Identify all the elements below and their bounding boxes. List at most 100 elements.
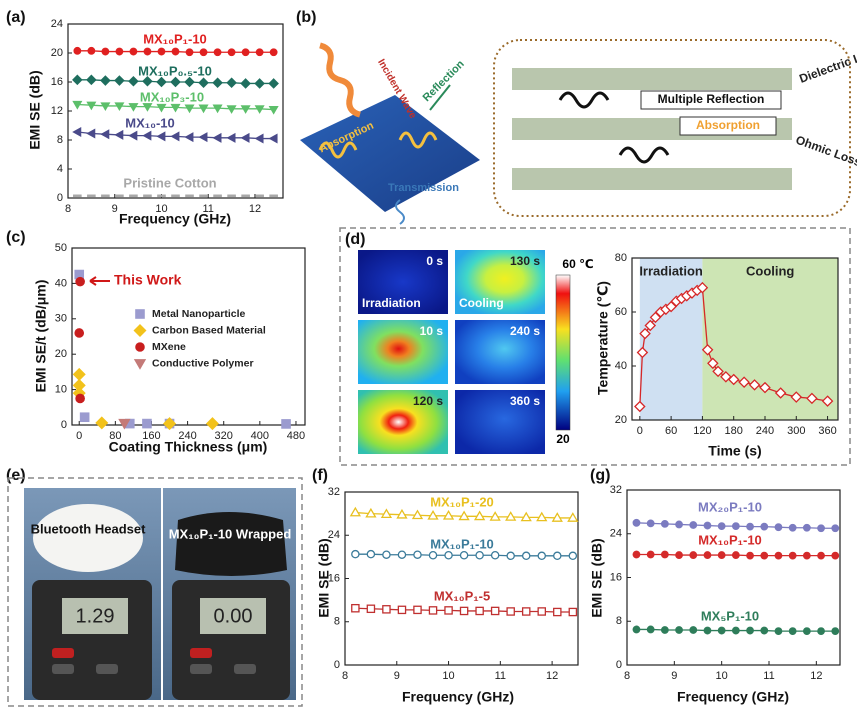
marker: [241, 48, 250, 57]
thermal-images: 0 s 130 s 10 s 240 s 120 s 360 s Irradia…: [358, 250, 594, 454]
frame-time: 130 s: [510, 254, 540, 268]
label: MX₁₀P₁-10 Wrapped: [169, 526, 292, 541]
series-label: MX₁₀P₁-10: [143, 31, 207, 46]
reflection-arrow: [429, 84, 451, 111]
x-tick-label: 180: [725, 425, 743, 437]
marker: [100, 102, 111, 112]
marker: [774, 387, 787, 399]
marker: [268, 78, 279, 89]
x-tick-label: 9: [112, 203, 118, 215]
marker: [255, 48, 264, 57]
marker: [489, 511, 501, 521]
legend-label: Metal Nanoparticle: [152, 308, 246, 320]
marker: [227, 48, 236, 57]
marker: [75, 276, 85, 287]
x-tick-label: 9: [394, 670, 400, 682]
marker: [100, 129, 110, 140]
x-tick-label: 8: [65, 203, 71, 215]
marker: [157, 47, 166, 56]
series-label: MX₁₀P₁-5: [434, 588, 490, 603]
marker: [644, 319, 657, 332]
marker: [86, 101, 97, 111]
series-label: MX₅P₁-10: [701, 608, 759, 623]
marker: [86, 74, 97, 86]
marker: [198, 77, 209, 89]
x-tick-label: 320: [215, 430, 233, 442]
marker: [802, 523, 811, 532]
series-label: MX₁₀P₀.₅-10: [138, 63, 212, 78]
marker: [774, 523, 783, 532]
marker: [213, 194, 222, 198]
y-axis-label: EMI SE/t (dB/μm): [33, 280, 49, 393]
thermal-frame: [358, 390, 448, 454]
marker: [212, 104, 223, 114]
marker: [788, 523, 797, 532]
marker: [551, 512, 563, 522]
marker: [660, 550, 669, 559]
y-tick-label: 4: [57, 163, 63, 175]
x-tick-label: 12: [249, 203, 261, 215]
marker: [73, 46, 82, 55]
marker: [199, 194, 208, 198]
y-tick-label: 50: [55, 242, 67, 254]
marker: [442, 509, 455, 520]
panel-label: (g): [590, 467, 610, 484]
marker: [413, 550, 422, 559]
marker: [255, 194, 264, 198]
marker: [717, 522, 726, 530]
marker: [748, 379, 761, 391]
photo-e: Bluetooth Headset MX₁₀P₁-10 Wrapped 1.29…: [24, 488, 296, 700]
marker: [95, 416, 109, 430]
marker: [703, 626, 712, 635]
marker: [646, 550, 655, 559]
x-tick-label: 240: [178, 430, 196, 442]
wave: [618, 146, 670, 164]
x-tick-label: 10: [442, 670, 454, 682]
marker: [128, 130, 138, 141]
marker: [520, 511, 532, 522]
panel-label: (a): [6, 9, 26, 26]
panel-label: (e): [6, 467, 26, 484]
marker: [205, 417, 219, 431]
region: [702, 258, 838, 420]
marker: [475, 551, 484, 560]
y-tick-label: 32: [328, 486, 340, 498]
x-tick-label: 8: [342, 670, 348, 682]
marker: [490, 551, 500, 560]
marker: [382, 550, 391, 559]
y-tick-label: 0: [334, 659, 340, 671]
region-label: Cooling: [746, 263, 794, 278]
marker: [760, 626, 769, 635]
layer: [512, 68, 792, 90]
marker: [212, 77, 223, 89]
y-tick-label: 40: [615, 360, 627, 372]
marker: [254, 78, 265, 89]
label: Dielectric Loss: [797, 43, 857, 85]
marker: [157, 194, 166, 198]
marker: [72, 74, 83, 86]
marker: [821, 395, 834, 407]
marker: [505, 511, 517, 521]
marker: [87, 194, 96, 198]
x-tick-label: 80: [109, 430, 121, 442]
marker: [100, 75, 111, 86]
marker: [712, 365, 724, 378]
marker: [746, 551, 754, 560]
marker: [675, 520, 683, 529]
series-label: Pristine Cotton: [123, 175, 216, 190]
label: Absorption: [696, 118, 760, 132]
x-axis-label: Frequency (GHz): [119, 211, 231, 227]
marker: [170, 103, 181, 113]
box: [679, 116, 777, 136]
marker: [198, 104, 209, 114]
plot-frame: [631, 257, 839, 421]
box: [640, 90, 782, 110]
x-tick-label: 300: [787, 425, 805, 437]
x-tick-label: 11: [203, 203, 214, 215]
y-tick-label: 80: [615, 252, 627, 264]
x-tick-label: 9: [671, 670, 677, 682]
y-tick-label: 20: [55, 348, 67, 360]
label: Transmission: [388, 182, 459, 194]
marker: [537, 551, 547, 561]
marker: [366, 604, 376, 614]
